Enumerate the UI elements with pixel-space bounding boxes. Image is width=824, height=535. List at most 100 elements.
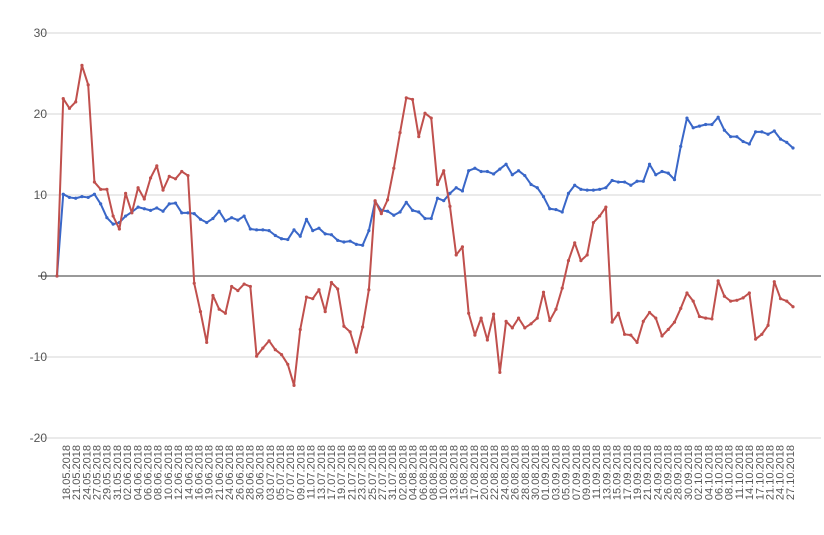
data-point bbox=[148, 176, 153, 180]
x-tick-label: 22.08.2018 bbox=[489, 445, 501, 500]
x-tick-label: 06.06.2018 bbox=[142, 445, 154, 500]
data-point bbox=[629, 183, 633, 187]
x-tick-label: 05.09.2018 bbox=[561, 445, 573, 500]
data-point bbox=[448, 204, 452, 208]
data-point bbox=[454, 253, 458, 257]
data-point bbox=[479, 316, 483, 320]
data-point bbox=[417, 210, 421, 214]
x-tick-label: 26.09.2018 bbox=[663, 445, 675, 500]
data-point bbox=[130, 211, 134, 215]
data-point bbox=[610, 320, 614, 324]
x-tick-label: 19.09.2018 bbox=[632, 445, 644, 500]
x-tick-label: 18.05.2018 bbox=[61, 445, 73, 500]
data-point bbox=[267, 229, 271, 233]
x-tick-label: 31.05.2018 bbox=[112, 445, 124, 500]
data-point bbox=[410, 97, 415, 102]
x-tick-label: 28.09.2018 bbox=[673, 445, 685, 500]
data-point bbox=[548, 318, 552, 323]
data-point bbox=[778, 137, 783, 141]
x-tick-label: 29.05.2018 bbox=[102, 445, 114, 500]
data-point bbox=[585, 253, 589, 257]
x-tick-label: 14.10.2018 bbox=[744, 445, 756, 500]
data-point bbox=[442, 169, 446, 173]
data-point bbox=[124, 191, 128, 195]
data-point bbox=[385, 209, 390, 213]
data-point bbox=[679, 144, 683, 148]
data-point bbox=[541, 290, 546, 294]
x-tick-label: 08.10.2018 bbox=[724, 445, 736, 500]
data-point bbox=[610, 178, 614, 183]
data-point bbox=[317, 226, 321, 230]
data-point bbox=[504, 162, 508, 166]
data-point bbox=[373, 199, 377, 203]
data-point bbox=[560, 210, 564, 214]
data-point bbox=[74, 196, 78, 200]
data-point bbox=[242, 282, 246, 286]
x-tick-label: 30.06.2018 bbox=[255, 445, 267, 500]
data-point bbox=[429, 216, 433, 221]
data-point bbox=[117, 227, 121, 231]
data-point bbox=[236, 288, 240, 293]
data-point bbox=[267, 339, 271, 343]
x-tick-label: 02.06.2018 bbox=[122, 445, 134, 500]
data-point bbox=[230, 284, 234, 289]
data-point bbox=[485, 338, 489, 342]
data-point bbox=[598, 214, 602, 218]
data-point bbox=[566, 259, 571, 263]
data-point bbox=[753, 130, 758, 134]
data-point bbox=[298, 234, 302, 238]
data-point bbox=[105, 187, 109, 191]
data-point bbox=[672, 320, 677, 324]
data-point bbox=[342, 324, 346, 328]
data-point bbox=[67, 106, 72, 110]
data-point bbox=[361, 243, 365, 247]
data-point bbox=[292, 383, 296, 387]
x-tick-label: 03.09.2018 bbox=[550, 445, 562, 500]
data-point bbox=[573, 241, 577, 245]
data-point bbox=[217, 307, 221, 311]
x-tick-label: 17.07.2018 bbox=[326, 445, 338, 500]
data-point bbox=[442, 199, 446, 203]
data-point bbox=[785, 299, 789, 303]
data-point bbox=[604, 205, 608, 209]
data-point bbox=[791, 305, 795, 309]
data-point bbox=[248, 284, 252, 289]
x-tick-label: 13.09.2018 bbox=[601, 445, 613, 500]
x-tick-label: 07.07.2018 bbox=[285, 445, 297, 500]
data-point bbox=[735, 135, 739, 139]
data-point bbox=[211, 293, 215, 298]
x-tick-label: 04.08.2018 bbox=[408, 445, 420, 500]
data-point bbox=[180, 169, 184, 174]
data-point bbox=[516, 169, 521, 173]
x-tick-label: 15.08.2018 bbox=[459, 445, 471, 500]
data-point bbox=[473, 166, 477, 170]
data-point bbox=[392, 213, 396, 217]
x-tick-label: 08.08.2018 bbox=[428, 445, 440, 500]
data-point bbox=[666, 171, 670, 175]
data-point bbox=[591, 188, 596, 192]
data-point bbox=[80, 63, 84, 67]
data-point bbox=[647, 310, 652, 315]
x-tick-label: 14.06.2018 bbox=[183, 445, 195, 500]
x-tick-label: 17.10.2018 bbox=[754, 445, 766, 500]
data-point bbox=[304, 295, 309, 299]
data-point bbox=[155, 206, 159, 210]
data-point bbox=[467, 169, 471, 173]
data-point bbox=[560, 286, 564, 290]
data-point bbox=[124, 214, 128, 218]
x-tick-label: 17.08.2018 bbox=[469, 445, 481, 500]
data-point bbox=[647, 162, 652, 166]
data-point bbox=[205, 220, 209, 225]
data-point bbox=[460, 245, 465, 249]
data-point bbox=[105, 216, 109, 220]
data-point bbox=[254, 228, 259, 232]
data-point bbox=[710, 317, 714, 321]
x-tick-label: 05.07.2018 bbox=[275, 445, 287, 500]
data-point bbox=[548, 207, 552, 211]
data-point bbox=[392, 166, 396, 170]
data-point bbox=[248, 227, 252, 231]
data-point bbox=[772, 129, 776, 133]
data-point bbox=[55, 274, 59, 278]
data-point bbox=[311, 229, 315, 233]
